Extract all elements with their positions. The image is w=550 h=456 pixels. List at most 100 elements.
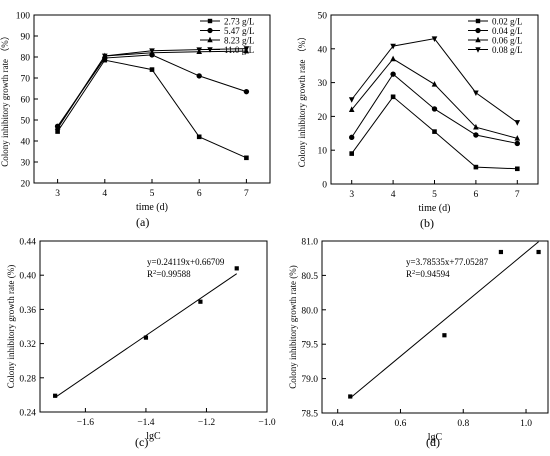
- chart-panel-1: 20 30 40 50 60 70 80 90 100 3 4 5 6 7 time (d) Colony i…: [0, 12, 271, 213]
- y-tick-label: 50: [318, 12, 328, 22]
- y-tick-label: 80.5: [301, 272, 318, 282]
- y-tick-label: 80.0: [301, 306, 318, 316]
- y-tick-label: 70: [21, 75, 31, 85]
- data-point: [514, 140, 520, 147]
- data-point: [514, 135, 521, 141]
- data-point: [473, 164, 479, 170]
- panel-label-b: (b): [420, 216, 434, 230]
- y-tick-label: 0.28: [19, 374, 36, 384]
- data-point: [348, 394, 353, 399]
- legend-marker: [475, 18, 481, 24]
- legend-marker: [475, 27, 481, 34]
- y-tick-label: 40: [21, 138, 31, 148]
- data-point: [348, 106, 355, 112]
- legend-entry: 0.02 g/L: [492, 16, 523, 26]
- data-point: [390, 71, 396, 77]
- data-point: [102, 53, 108, 60]
- data-point: [498, 249, 504, 255]
- data-point: [243, 88, 250, 95]
- data-point: [536, 249, 541, 255]
- fit-equation: y=3.78535x+77.05287: [406, 257, 489, 267]
- fit-equation: y=0.24119x+0.66709: [147, 257, 225, 267]
- legend-marker: [207, 18, 213, 24]
- data-point: [473, 132, 479, 138]
- legend-marker: [207, 47, 213, 53]
- legend-marker: [207, 27, 213, 34]
- data-point: [515, 166, 520, 172]
- panel-label-d: (d): [426, 435, 440, 449]
- x-tick-label: 0.6: [395, 419, 407, 429]
- data-point: [390, 55, 396, 62]
- data-point: [149, 67, 155, 72]
- x-tick-label: −1.6: [77, 418, 94, 428]
- y-axis-label: Colony inhibitory growth rate (%): [288, 265, 298, 388]
- y-axis-label: Colony inhibitory growth rate (%): [6, 265, 16, 388]
- r-squared: R2=0.99588: [147, 269, 191, 279]
- y-tick-label: 0.44: [19, 238, 36, 248]
- legend-marker: [475, 47, 481, 53]
- x-tick-label: −1.0: [258, 418, 275, 428]
- data-point: [196, 47, 202, 53]
- x-tick-label: 5: [432, 190, 437, 200]
- y-tick-label: 80: [21, 54, 31, 64]
- x-tick-label: −1.2: [198, 418, 215, 428]
- data-point: [431, 106, 438, 112]
- legend-entry: 0.04 g/L: [492, 26, 523, 36]
- x-tick-label: 4: [102, 189, 107, 199]
- data-point: [390, 94, 396, 100]
- data-point: [196, 73, 202, 79]
- x-axis-label: time (d): [419, 203, 451, 214]
- data-point: [244, 155, 249, 161]
- x-tick-label: 6: [197, 189, 202, 199]
- x-tick-label: 7: [244, 189, 249, 199]
- x-tick-label: 4: [391, 190, 396, 200]
- data-point: [473, 90, 479, 97]
- x-tick-label: 6: [474, 190, 479, 200]
- data-point: [198, 299, 203, 304]
- legend-entry: 11.0 g/L: [224, 45, 254, 55]
- data-point: [348, 97, 355, 103]
- y-tick-label: 60: [21, 96, 31, 106]
- data-point: [196, 134, 202, 140]
- data-point: [473, 123, 479, 130]
- data-point: [349, 134, 355, 141]
- data-point: [143, 335, 149, 340]
- series-line: [57, 54, 247, 127]
- y-axis-label: Colony inhibitory growth rate （%）: [297, 32, 307, 167]
- legend-entry: 8.23 g/L: [224, 35, 255, 45]
- legend-entry: 0.06 g/L: [492, 35, 523, 45]
- data-point: [431, 36, 438, 42]
- plot-frame: [321, 240, 549, 414]
- x-tick-label: 0.8: [457, 419, 469, 429]
- x-tick-label: 0.4: [332, 419, 344, 429]
- x-tick-label: 7: [515, 190, 520, 200]
- data-point: [442, 333, 447, 338]
- y-tick-label: 50: [21, 117, 31, 127]
- data-point: [390, 43, 396, 50]
- legend-entry: 0.08 g/L: [492, 45, 523, 55]
- y-tick-label: 30: [318, 79, 328, 89]
- y-axis-label: Colony inhibitory growth rate （%）: [0, 31, 10, 166]
- x-tick-label: 5: [150, 189, 155, 199]
- data-point: [432, 129, 437, 134]
- data-point: [149, 48, 155, 54]
- y-tick-label: 79.0: [301, 375, 318, 385]
- data-point: [349, 151, 354, 156]
- x-tick-label: 3: [349, 190, 354, 200]
- y-tick-label: 81.0: [301, 238, 318, 248]
- x-tick-label: 1.0: [520, 419, 532, 429]
- y-tick-label: 20: [21, 180, 31, 190]
- data-point: [54, 126, 61, 132]
- chart-panel-2: 0 10 20 30 40 50 3 4 5 6 7 time (d) Colony inhibitor…: [297, 12, 539, 214]
- plot-frame: [39, 240, 268, 413]
- series-line: [57, 59, 247, 159]
- legend-entry: 5.47 g/L: [224, 26, 255, 36]
- data-point: [514, 120, 521, 126]
- data-point: [243, 46, 250, 52]
- y-tick-label: 20: [318, 113, 328, 123]
- y-tick-label: 0.24: [19, 409, 36, 419]
- x-axis-label: lgC: [428, 432, 443, 443]
- fit-line: [349, 241, 539, 399]
- panel-label-c: (c): [135, 435, 149, 449]
